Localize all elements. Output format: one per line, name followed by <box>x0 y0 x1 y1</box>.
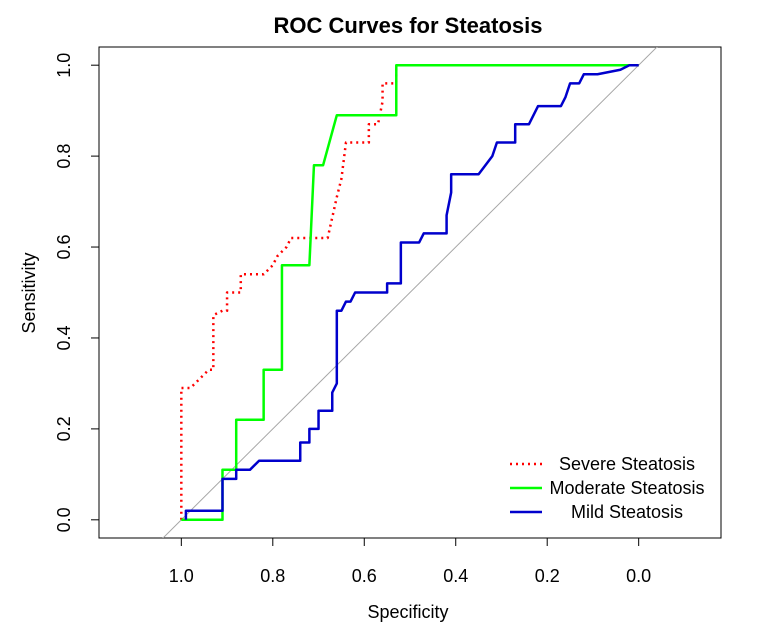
x-tick-label: 1.0 <box>169 566 194 586</box>
x-tick-label: 0.0 <box>626 566 651 586</box>
y-tick-label: 0.8 <box>54 144 74 169</box>
legend-label: Mild Steatosis <box>571 502 683 522</box>
x-axis: 1.0 0.8 0.6 0.4 0.2 0.0 <box>169 537 651 586</box>
x-tick-label: 0.6 <box>352 566 377 586</box>
y-tick-label: 1.0 <box>54 53 74 78</box>
legend: Severe Steatosis Moderate Steatosis Mild S… <box>510 454 705 522</box>
series-line-moderate-steatosis <box>181 63 639 522</box>
legend-label: Severe Steatosis <box>559 454 695 474</box>
y-tick-label: 0.4 <box>54 325 74 350</box>
x-tick-label: 0.4 <box>443 566 468 586</box>
x-tick-label: 0.2 <box>535 566 560 586</box>
x-axis-label: Specificity <box>367 602 448 622</box>
y-axis: 0.0 0.2 0.4 0.6 0.8 1.0 <box>54 53 100 532</box>
y-tick-label: 0.0 <box>54 507 74 532</box>
y-tick-label: 0.6 <box>54 235 74 260</box>
y-tick-label: 0.2 <box>54 416 74 441</box>
legend-label: Moderate Steatosis <box>549 478 704 498</box>
chart-title: ROC Curves for Steatosis <box>274 13 543 38</box>
series-line-mild-steatosis <box>184 63 639 520</box>
series-line-severe-steatosis <box>180 63 639 520</box>
x-tick-label: 0.8 <box>260 566 285 586</box>
y-axis-label: Sensitivity <box>19 252 39 333</box>
reference-diagonal-line <box>162 47 658 538</box>
